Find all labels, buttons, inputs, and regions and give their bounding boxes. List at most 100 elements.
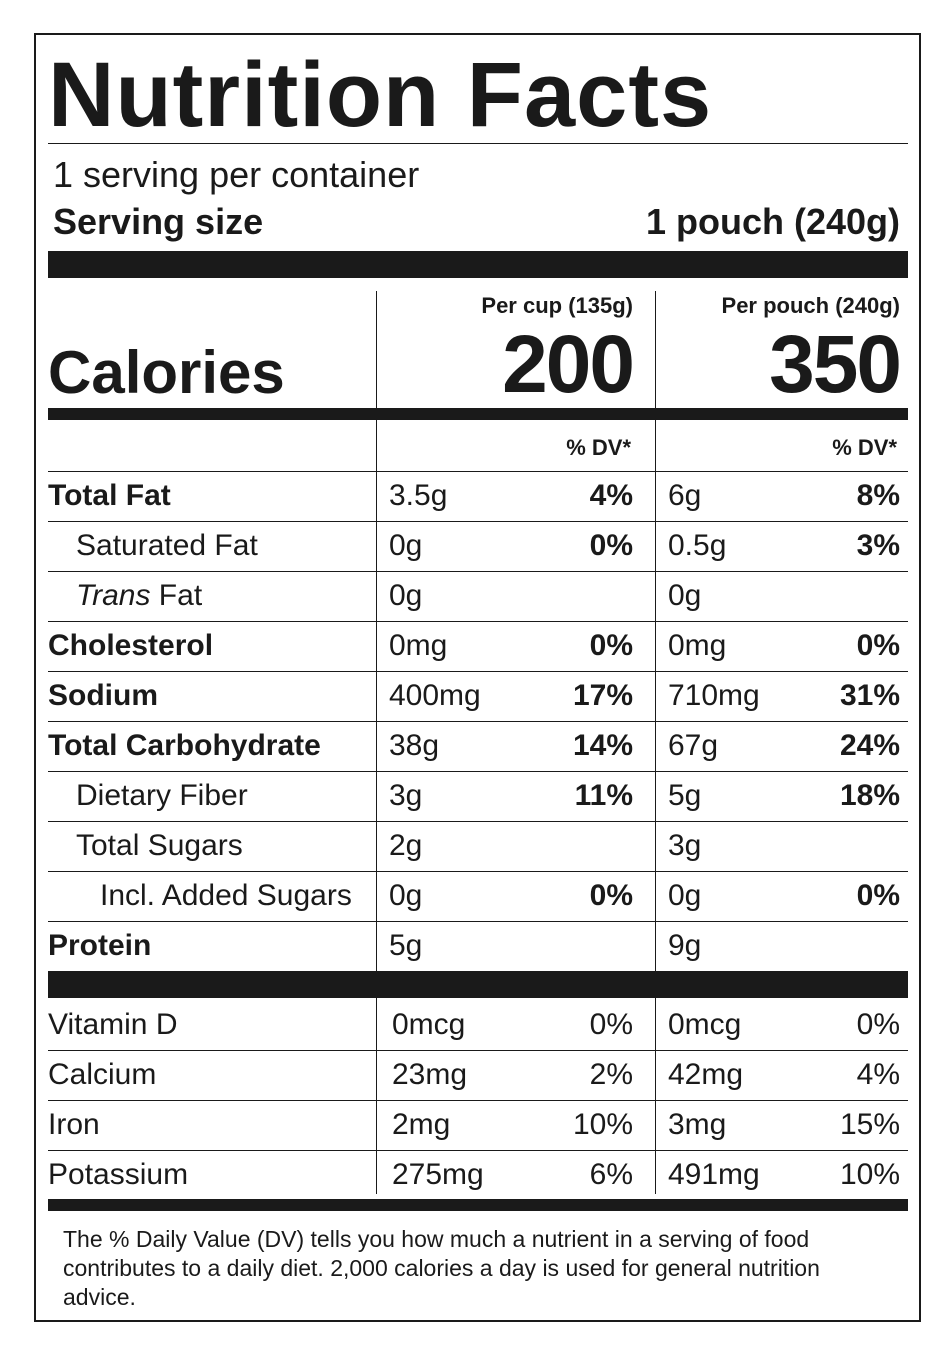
vitamin-cup-dv: 10% (572, 1108, 633, 1141)
vitamin-cup-amount: 275mg (392, 1158, 484, 1191)
nutrient-pouch-dv: 0% (856, 879, 900, 912)
calories-label: Calories (48, 339, 285, 406)
vitamin-row: Calcium 23mg 2% 42mg 4% (48, 1050, 908, 1100)
nutrient-name: Protein (48, 929, 152, 962)
row-divider (48, 871, 908, 872)
column-divider-2 (655, 291, 656, 1194)
nutrient-row: Incl. Added Sugars 0g 0% 0g 0% (48, 871, 908, 921)
dv-header-cup: % DV* (566, 435, 631, 460)
vitamin-cup-amount: 0mcg (392, 1008, 466, 1041)
nutrient-name: Incl. Added Sugars (100, 879, 352, 912)
nutrient-cup-amount: 0g (389, 529, 423, 562)
vitamin-pouch-dv: 10% (839, 1158, 900, 1191)
vitamin-cup-dv: 2% (589, 1058, 633, 1091)
nutrient-pouch-amount: 6g (668, 479, 702, 512)
nutrient-pouch-dv: 24% (839, 729, 900, 762)
nutrient-row: Cholesterol 0mg 0% 0mg 0% (48, 621, 908, 671)
vitamin-pouch-dv: 4% (856, 1058, 900, 1091)
nutrient-cup-amount: 2g (389, 829, 423, 862)
nutrient-cup-amount: 0g (389, 879, 423, 912)
column-header-pouch: Per pouch (240g) (721, 293, 900, 318)
thick-bar-top (48, 251, 908, 278)
vitamin-pouch-amount: 42mg (668, 1058, 744, 1091)
nutrient-pouch-dv: 3% (856, 529, 900, 562)
nutrition-label (34, 33, 921, 1322)
nutrient-pouch-amount: 0mg (668, 629, 727, 662)
row-divider (48, 771, 908, 772)
row-divider (48, 721, 908, 722)
servings-per-container: 1 serving per container (53, 154, 420, 195)
nutrient-row: Total Sugars 2g 3g (48, 821, 908, 871)
nutrient-name: Trans Fat (76, 571, 202, 621)
nutrient-row: Trans Fat 0g 0g (48, 571, 908, 621)
nutrient-row: Total Fat 3.5g 4% 6g 8% (48, 471, 908, 521)
vitamin-pouch-amount: 0mcg (668, 1008, 742, 1041)
nutrient-pouch-amount: 9g (668, 929, 702, 962)
row-divider (48, 621, 908, 622)
nutrient-cup-dv: 0% (589, 629, 633, 662)
nutrient-pouch-amount: 0g (668, 879, 702, 912)
nutrient-pouch-dv: 18% (839, 779, 900, 812)
serving-size-label: Serving size (53, 201, 264, 242)
nutrient-name: Dietary Fiber (76, 779, 248, 812)
thick-bar-middle (48, 971, 908, 998)
calories-pouch-value: 350 (769, 319, 902, 410)
nutrient-cup-dv: 11% (574, 779, 633, 812)
nutrient-name-italic: Trans (76, 579, 151, 612)
row-divider (48, 521, 908, 522)
nutrient-row: Total Carbohydrate 38g 14% 67g 24% (48, 721, 908, 771)
nutrient-cup-amount: 3.5g (389, 479, 448, 512)
vitamin-name: Potassium (48, 1158, 189, 1191)
vitamin-name: Iron (48, 1108, 100, 1141)
nutrient-cup-amount: 0g (389, 579, 423, 612)
nutrient-cup-amount: 0mg (389, 629, 448, 662)
column-divider-1 (376, 291, 377, 1194)
vitamin-name: Vitamin D (48, 1008, 178, 1041)
vitamin-pouch-amount: 491mg (668, 1158, 760, 1191)
nutrient-row: Sodium 400mg 17% 710mg 31% (48, 671, 908, 721)
nutrient-cup-dv: 0% (589, 879, 633, 912)
vitamin-row: Iron 2mg 10% 3mg 15% (48, 1100, 908, 1150)
thick-bar-bottom (48, 1199, 908, 1211)
vitamin-pouch-dv: 0% (856, 1008, 900, 1041)
serving-size-value: 1 pouch (240g) (645, 201, 900, 242)
nutrient-name: Total Carbohydrate (48, 729, 321, 762)
row-divider (48, 671, 908, 672)
nutrient-pouch-dv: 0% (856, 629, 900, 662)
nutrient-pouch-amount: 0g (668, 579, 702, 612)
vitamin-row: Vitamin D 0mcg 0% 0mcg 0% (48, 1000, 908, 1050)
nutrient-name: Total Fat (48, 479, 171, 512)
nutrient-pouch-amount: 5g (668, 779, 702, 812)
nutrient-row: Protein 5g 9g (48, 921, 908, 971)
nutrient-cup-dv: 14% (572, 729, 633, 762)
nutrient-pouch-amount: 710mg (668, 679, 760, 712)
nutrient-pouch-dv: 31% (839, 679, 900, 712)
nutrient-name: Cholesterol (48, 629, 214, 662)
vitamin-pouch-amount: 3mg (668, 1108, 727, 1141)
nutrient-pouch-amount: 0.5g (668, 529, 727, 562)
nutrient-cup-dv: 4% (589, 479, 633, 512)
nutrient-cup-dv: 17% (572, 679, 633, 712)
nutrient-cup-amount: 38g (389, 729, 440, 762)
nutrient-pouch-amount: 3g (668, 829, 702, 862)
nutrient-name-rest: Fat (150, 579, 203, 612)
vitamin-pouch-dv: 15% (839, 1108, 900, 1141)
nutrient-pouch-amount: 67g (668, 729, 719, 762)
calories-cup-value: 200 (502, 319, 635, 410)
row-divider (48, 921, 908, 922)
dv-header-pouch: % DV* (832, 435, 897, 460)
nutrient-cup-amount: 5g (389, 929, 423, 962)
row-divider (48, 1150, 908, 1151)
row-divider (48, 1050, 908, 1051)
daily-value-footnote: The % Daily Value (DV) tells you how muc… (63, 1226, 820, 1310)
vitamin-cup-dv: 6% (589, 1158, 633, 1191)
nutrient-row: Dietary Fiber 3g 11% 5g 18% (48, 771, 908, 821)
row-divider (48, 571, 908, 572)
nutrient-cup-dv: 0% (589, 529, 633, 562)
nutrient-cup-amount: 400mg (389, 679, 481, 712)
row-divider (48, 1100, 908, 1101)
vitamin-name: Calcium (48, 1058, 157, 1091)
calories-bar (48, 408, 908, 420)
nutrient-name: Sodium (48, 679, 158, 712)
vitamin-cup-amount: 2mg (392, 1108, 451, 1141)
